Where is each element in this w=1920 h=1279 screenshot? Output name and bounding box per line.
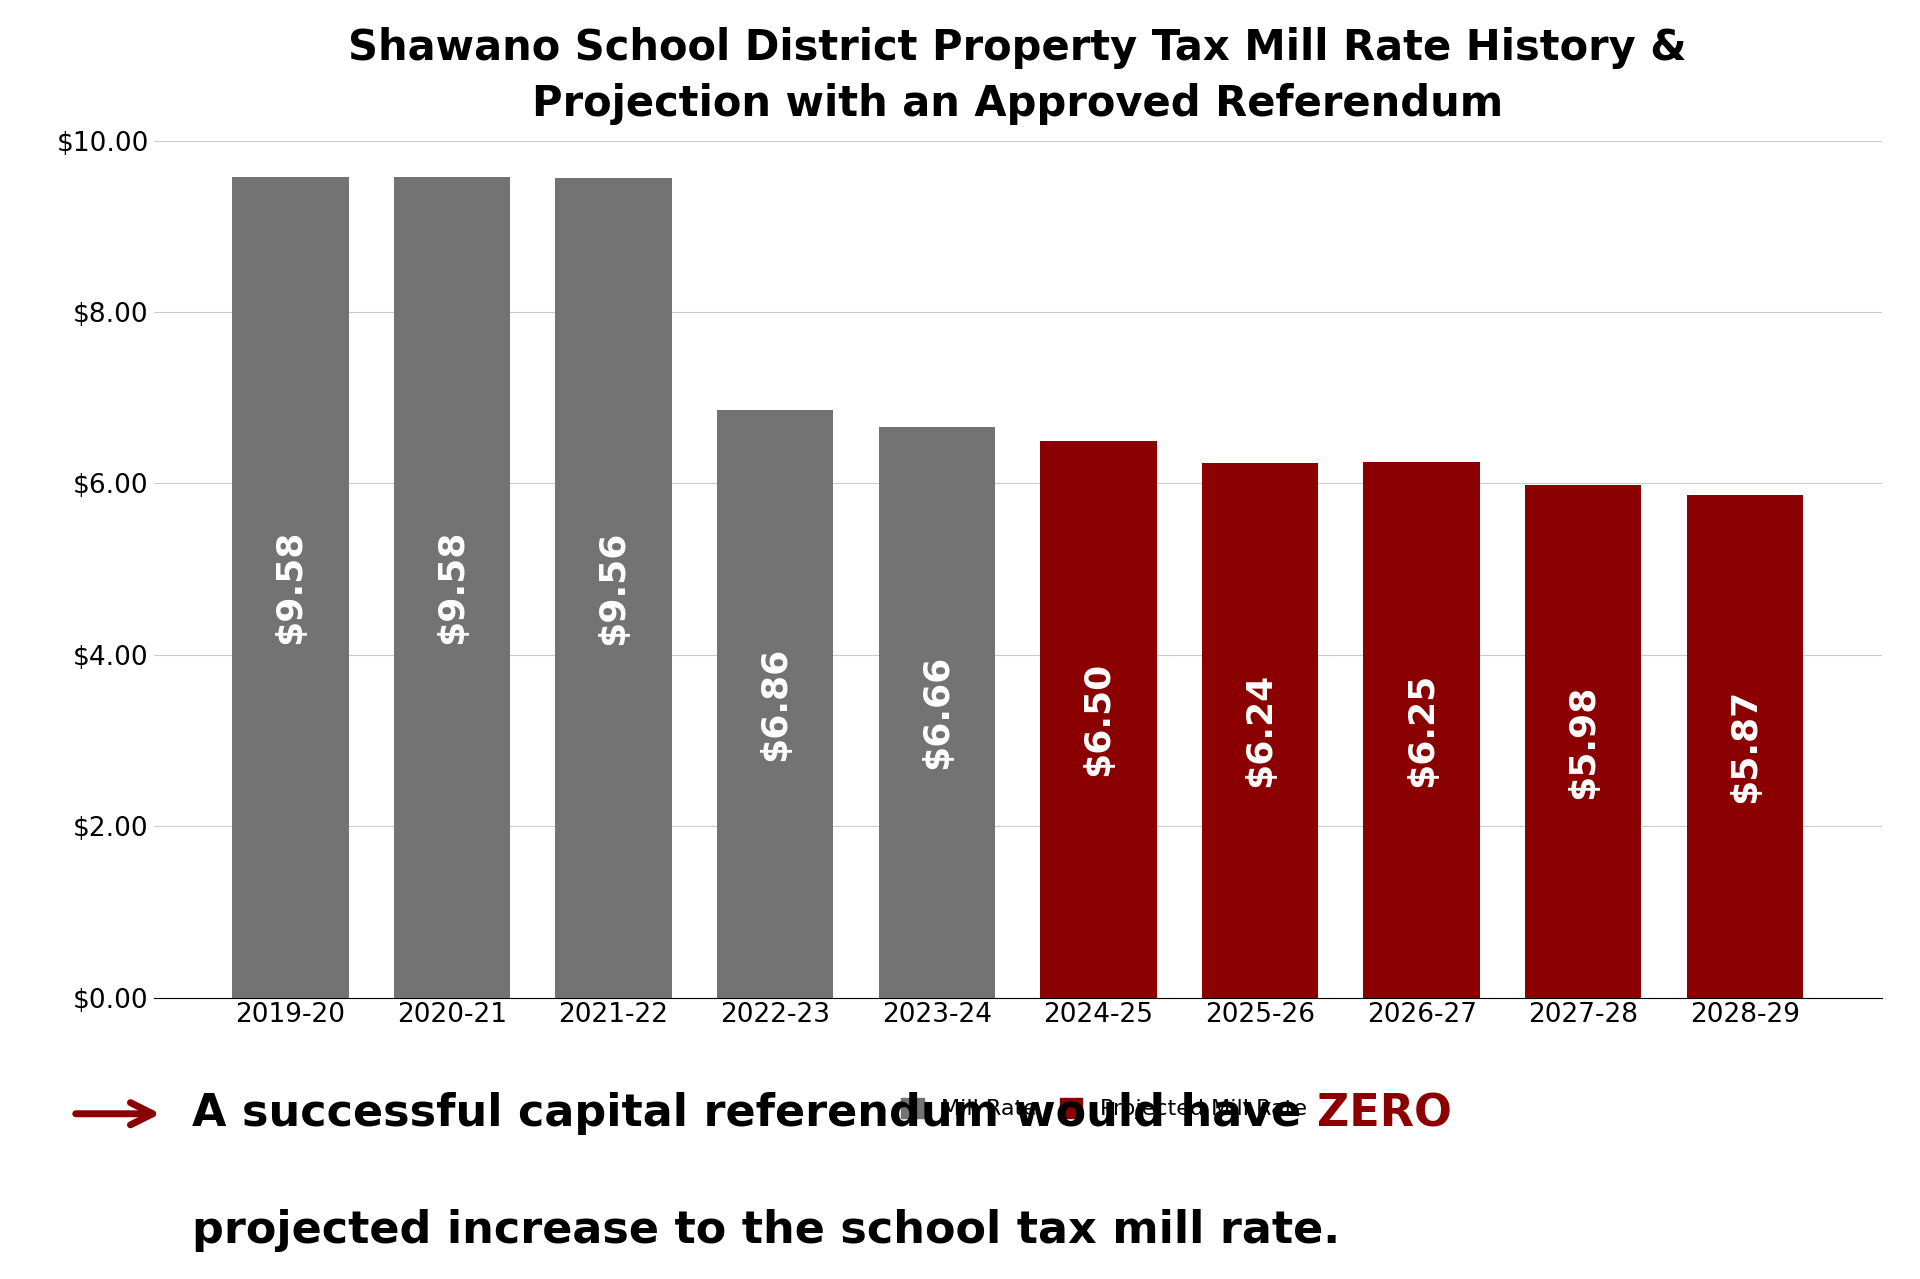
Bar — [394, 177, 511, 998]
Bar — [716, 409, 833, 998]
Text: ZERO: ZERO — [1317, 1092, 1452, 1136]
Bar — [555, 178, 672, 998]
FancyArrowPatch shape — [75, 1102, 154, 1124]
Bar — [1686, 495, 1803, 998]
Bar — [879, 427, 995, 998]
Bar — [1524, 485, 1642, 998]
Legend: Mill Rate, Projected Mill Rate: Mill Rate, Projected Mill Rate — [902, 1097, 1306, 1119]
Text: $5.87: $5.87 — [1728, 689, 1763, 803]
Bar — [232, 177, 349, 998]
Bar — [1363, 462, 1480, 998]
Text: $6.86: $6.86 — [758, 647, 793, 761]
Text: $9.56: $9.56 — [597, 531, 630, 645]
Text: $6.50: $6.50 — [1081, 663, 1116, 776]
Text: $6.66: $6.66 — [920, 655, 954, 770]
Text: $6.25: $6.25 — [1405, 673, 1438, 787]
Text: projected increase to the school tax mill rate.: projected increase to the school tax mil… — [192, 1209, 1340, 1252]
Title: Shawano School District Property Tax Mill Rate History &
Projection with an Appr: Shawano School District Property Tax Mil… — [348, 27, 1688, 124]
Text: $9.58: $9.58 — [436, 530, 468, 645]
Text: $9.58: $9.58 — [273, 530, 307, 645]
Bar — [1202, 463, 1319, 998]
Bar — [1041, 440, 1156, 998]
Text: A successful capital referendum would have: A successful capital referendum would ha… — [192, 1092, 1317, 1136]
Text: $6.24: $6.24 — [1242, 673, 1277, 788]
Text: $5.98: $5.98 — [1567, 684, 1599, 798]
